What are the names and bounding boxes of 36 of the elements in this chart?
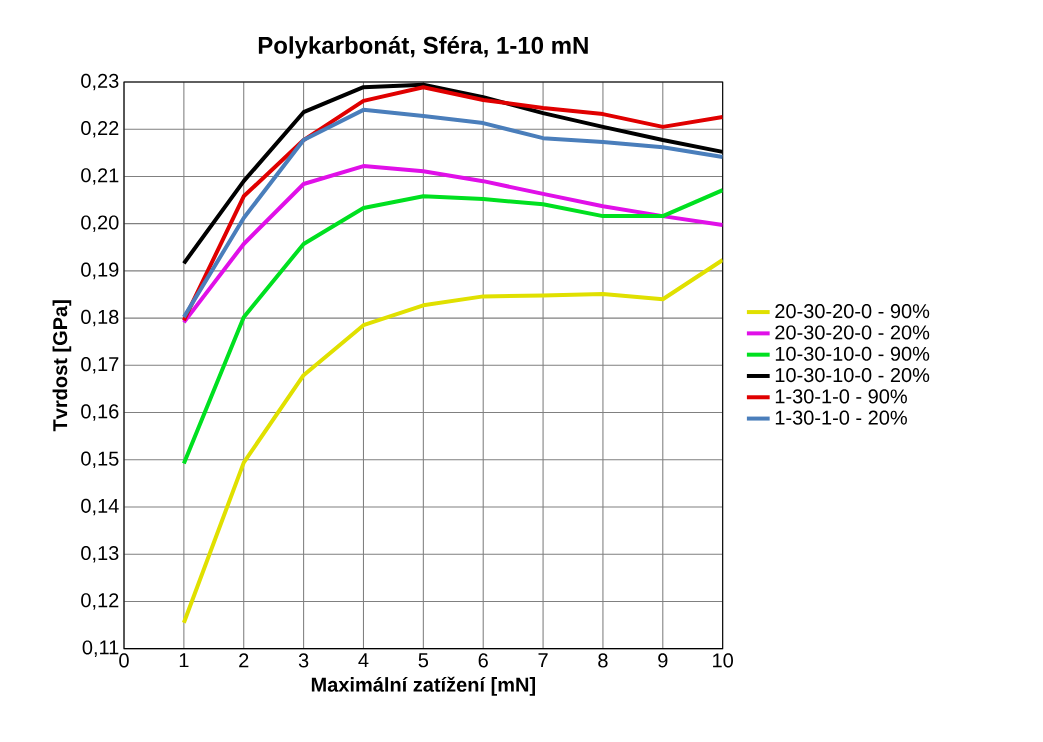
y-tick-label: 0,15: [81, 451, 119, 469]
x-tick-label: 10: [713, 653, 733, 668]
legend-label: 20-30-20-0 - 90%: [775, 304, 930, 319]
x-tick-label: 2: [239, 653, 249, 668]
legend-label: 10-30-10-0 - 90%: [775, 346, 930, 361]
y-axis-title: Tvrdost [GPa]: [52, 300, 72, 432]
y-tick-label: 0,16: [81, 404, 119, 421]
line-series: [181, 164, 723, 325]
legend-label: 1-30-1-0 - 90%: [775, 389, 907, 404]
x-tick-label: 6: [478, 653, 488, 668]
x-tick-label: 0: [119, 653, 129, 668]
x-tick-label: 3: [298, 653, 309, 668]
y-tick-label: 0,19: [81, 262, 119, 280]
x-tick-label: 5: [418, 653, 429, 668]
x-tick-label: 4: [358, 653, 369, 668]
chart-title: Polykarbonát, Sféra, 1-10 mN: [258, 36, 588, 59]
legend-label: 1-30-1-0 - 20%: [775, 410, 907, 425]
y-tick-label: 0,21: [81, 168, 119, 185]
y-tick-label: 0,13: [81, 545, 119, 563]
line-series: [181, 258, 723, 625]
legend-label: 10-30-10-0 - 20%: [775, 367, 930, 383]
legend-label: 20-30-20-0 - 20%: [775, 325, 930, 340]
y-tick-label: 0,14: [81, 498, 119, 516]
y-tick-label: 0,22: [81, 120, 119, 138]
line-series: [181, 188, 723, 466]
x-tick-label: 8: [598, 653, 608, 668]
y-tick-label: 0,12: [81, 593, 119, 610]
y-tick-label: 0,20: [81, 215, 119, 232]
y-tick-label: 0,17: [81, 357, 119, 374]
y-tick-label: 0,11: [82, 640, 119, 657]
y-tick-label: 0,23: [81, 73, 119, 91]
x-axis-title: Maximální zatížení [mN]: [311, 676, 535, 696]
x-tick-label: 1: [179, 653, 189, 668]
y-tick-label: 0,18: [81, 309, 119, 327]
x-tick-label: 7: [538, 653, 548, 668]
x-tick-label: 9: [658, 653, 668, 668]
